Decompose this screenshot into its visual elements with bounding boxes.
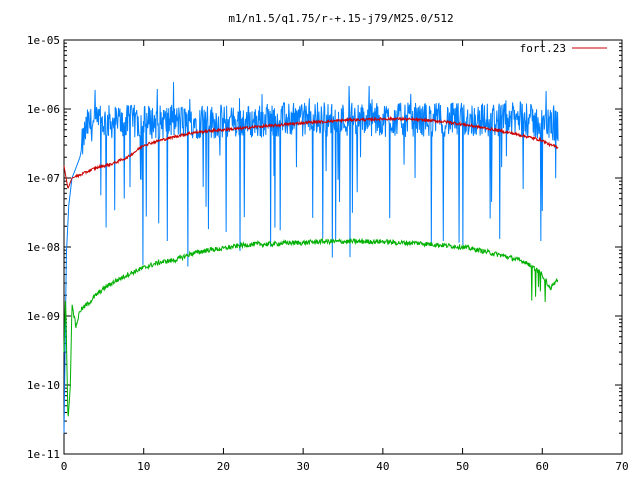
plot-frame	[63, 39, 623, 455]
x-tick-label: 30	[297, 460, 310, 473]
x-axis: 0 10 20 30 40 50 60 70	[61, 40, 629, 473]
series-line-1	[63, 82, 559, 434]
x-tick-label: 0	[61, 460, 68, 473]
y-tick-label: 1e-07	[27, 172, 60, 185]
x-tick-label: 10	[137, 460, 150, 473]
y-tick-label: 1e-09	[27, 310, 60, 323]
y-axis: 1e-11 1e-10 1e-09 1e-08 1e-07 1e-06 1e-05	[27, 34, 622, 461]
y-tick-label: 1e-06	[27, 103, 60, 116]
x-tick-label: 40	[376, 460, 389, 473]
y-tick-label: 1e-08	[27, 241, 60, 254]
x-tick-label: 70	[615, 460, 628, 473]
series-layer	[63, 82, 559, 434]
y-tick-label: 1e-10	[27, 379, 60, 392]
legend: fort.23	[520, 42, 607, 55]
x-tick-label: 50	[456, 460, 469, 473]
series-line-3	[63, 115, 559, 189]
series-line-2	[63, 237, 559, 417]
chart-title: m1/n1.5/q1.75/r-+.15-j79/M25.0/512	[228, 12, 453, 25]
x-tick-label: 20	[217, 460, 230, 473]
y-tick-label: 1e-11	[27, 448, 60, 461]
y-tick-label: 1e-05	[27, 34, 60, 47]
legend-label: fort.23	[520, 42, 566, 55]
x-tick-label: 60	[536, 460, 549, 473]
